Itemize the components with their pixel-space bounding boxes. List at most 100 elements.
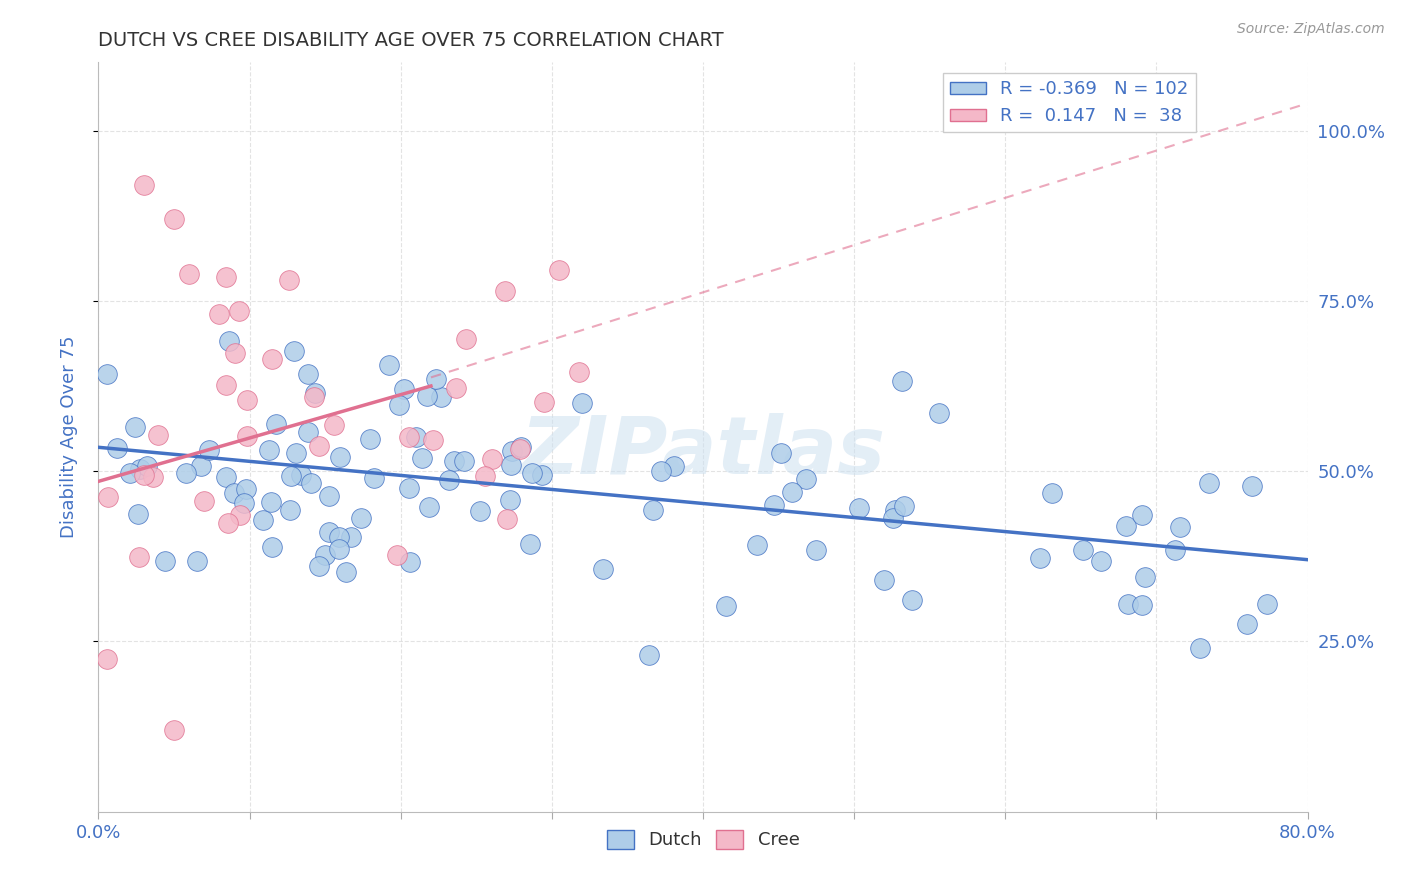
Point [155,554,177,568]
Point [769,446,792,460]
Point [548,263,571,277]
Point [215,470,238,484]
Point [501,458,523,473]
Point [128,550,150,565]
Point [328,530,350,544]
Point [501,444,523,458]
Point [454,332,477,346]
Point [277,273,299,287]
Point [900,593,922,607]
Point [745,538,768,552]
Text: DUTCH VS CREE DISABILITY AGE OVER 75 CORRELATION CHART: DUTCH VS CREE DISABILITY AGE OVER 75 COR… [98,30,724,50]
Point [236,393,259,408]
Point [127,507,149,521]
Point [1090,554,1112,568]
Point [228,304,250,318]
Point [378,358,401,372]
Point [260,541,283,555]
Point [96,367,118,381]
Point [531,467,554,482]
Point [262,351,284,366]
Point [252,513,274,527]
Point [208,308,231,322]
Point [520,466,543,480]
Point [297,367,319,381]
Point [928,406,950,420]
Point [1133,570,1156,584]
Point [328,541,350,556]
Point [1115,519,1137,533]
Point [415,389,437,403]
Point [314,548,336,562]
Y-axis label: Disability Age Over 75: Disability Age Over 75 [59,335,77,539]
Point [163,212,186,227]
Point [329,450,352,464]
Point [468,504,491,518]
Point [453,454,475,468]
Point [304,385,326,400]
Point [405,430,427,444]
Point [1168,520,1191,534]
Point [399,555,422,569]
Point [1028,551,1050,566]
Point [297,425,319,439]
Point [873,574,896,588]
Point [134,467,156,482]
Point [422,433,444,447]
Point [105,441,128,455]
Point [129,462,152,476]
Point [474,468,496,483]
Point [217,516,239,530]
Point [429,390,451,404]
Point [519,537,541,551]
Point [308,558,330,573]
Point [437,473,460,487]
Point [780,485,803,500]
Text: Source: ZipAtlas.com: Source: ZipAtlas.com [1237,22,1385,37]
Point [1189,640,1212,655]
Point [197,443,219,458]
Point [280,469,302,483]
Point [848,501,870,516]
Point [186,554,208,568]
Point [278,503,301,517]
Point [388,398,411,412]
Point [176,467,198,481]
Point [394,382,416,396]
Point [257,442,280,457]
Point [299,475,322,490]
Point [714,599,737,614]
Point [179,267,201,281]
Point [318,525,340,540]
Point [481,451,503,466]
Point [510,440,533,454]
Point [235,483,257,497]
Point [1071,542,1094,557]
Text: ZIPatlas: ZIPatlas [520,413,886,491]
Point [308,439,330,453]
Point [285,446,308,460]
Point [146,427,169,442]
Point [794,471,817,485]
Point [398,430,420,444]
Point [411,450,433,465]
Point [264,417,287,431]
Point [142,469,165,483]
Point [163,723,186,737]
Point [763,498,786,512]
Point [890,374,912,388]
Point [509,442,531,456]
Point [1240,479,1263,493]
Point [398,481,420,495]
Point [418,500,440,514]
Point [96,652,118,666]
Point [638,648,661,663]
Point [568,365,591,379]
Point [1164,542,1187,557]
Point [215,270,238,285]
Point [664,458,686,473]
Point [190,459,212,474]
Point [499,493,522,508]
Point [1130,598,1153,612]
Point [425,371,447,385]
